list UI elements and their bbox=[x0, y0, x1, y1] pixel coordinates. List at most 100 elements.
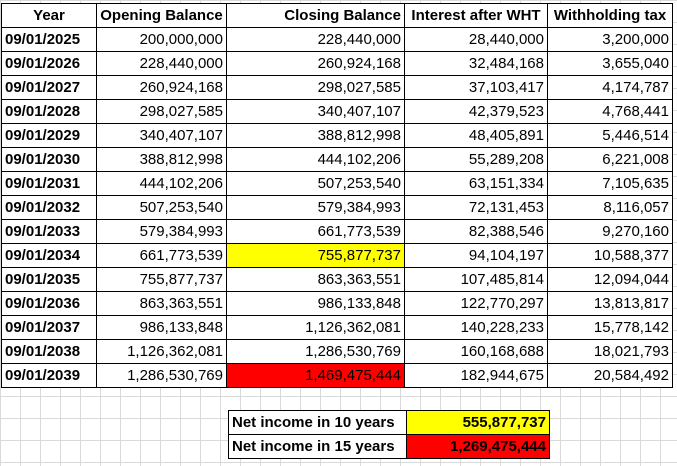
summary-label[interactable]: Net income in 15 years bbox=[228, 434, 407, 459]
cell-withholding-tax[interactable]: 20,584,492 bbox=[547, 363, 673, 388]
cell-opening-balance[interactable]: 1,126,362,081 bbox=[96, 339, 227, 364]
cell-opening-balance[interactable]: 340,407,107 bbox=[96, 123, 227, 148]
cell-year[interactable]: 09/01/2033 bbox=[1, 219, 97, 244]
cell-withholding-tax[interactable]: 15,778,142 bbox=[547, 315, 673, 340]
cell-year[interactable]: 09/01/2038 bbox=[1, 339, 97, 364]
cell-withholding-tax[interactable]: 13,813,817 bbox=[547, 291, 673, 316]
cell-withholding-tax[interactable]: 7,105,635 bbox=[547, 171, 673, 196]
header-opening-balance[interactable]: Opening Balance bbox=[96, 3, 227, 28]
table-row: 09/01/2033 579,384,993 661,773,539 82,388,5… bbox=[1, 219, 673, 244]
cell-opening-balance[interactable]: 200,000,000 bbox=[96, 27, 227, 52]
cell-closing-balance[interactable]: 228,440,000 bbox=[226, 27, 405, 52]
cell-opening-balance[interactable]: 579,384,993 bbox=[96, 219, 227, 244]
cell-closing-balance[interactable]: 1,286,530,769 bbox=[226, 339, 405, 364]
table-row: 09/01/2032 507,253,540 579,384,993 72,131,4… bbox=[1, 195, 673, 220]
cell-interest-after-wht[interactable]: 122,770,297 bbox=[404, 291, 548, 316]
cell-closing-balance[interactable]: 579,384,993 bbox=[226, 195, 405, 220]
cell-interest-after-wht[interactable]: 82,388,546 bbox=[404, 219, 548, 244]
table-row: 09/01/2038 1,126,362,081 1,286,530,769 160,… bbox=[1, 339, 673, 364]
cell-year[interactable]: 09/01/2034 bbox=[1, 243, 97, 268]
summary-row: Net income in 15 years 1,269,475,444 bbox=[228, 434, 550, 459]
cell-closing-balance[interactable]: 986,133,848 bbox=[226, 291, 405, 316]
cell-interest-after-wht[interactable]: 32,484,168 bbox=[404, 51, 548, 76]
cell-opening-balance[interactable]: 260,924,168 bbox=[96, 75, 227, 100]
cell-year[interactable]: 09/01/2035 bbox=[1, 267, 97, 292]
cell-withholding-tax[interactable]: 6,221,008 bbox=[547, 147, 673, 172]
summary-body: Net income in 10 years 555,877,737 Net inc… bbox=[228, 410, 550, 459]
header-withholding-tax[interactable]: Withholding tax bbox=[547, 3, 673, 28]
cell-year[interactable]: 09/01/2036 bbox=[1, 291, 97, 316]
cell-interest-after-wht[interactable]: 48,405,891 bbox=[404, 123, 548, 148]
cell-closing-balance[interactable]: 444,102,206 bbox=[226, 147, 405, 172]
header-closing-balance[interactable]: Closing Balance bbox=[226, 3, 405, 28]
cell-withholding-tax[interactable]: 4,768,441 bbox=[547, 99, 673, 124]
cell-interest-after-wht[interactable]: 160,168,688 bbox=[404, 339, 548, 364]
cell-interest-after-wht[interactable]: 55,289,208 bbox=[404, 147, 548, 172]
cell-interest-after-wht[interactable]: 94,104,197 bbox=[404, 243, 548, 268]
table-row: 09/01/2037 986,133,848 1,126,362,081 140,22… bbox=[1, 315, 673, 340]
cell-year[interactable]: 09/01/2030 bbox=[1, 147, 97, 172]
cell-interest-after-wht[interactable]: 182,944,675 bbox=[404, 363, 548, 388]
cell-interest-after-wht[interactable]: 140,228,233 bbox=[404, 315, 548, 340]
cell-year[interactable]: 09/01/2032 bbox=[1, 195, 97, 220]
table-row: 09/01/2035 755,877,737 863,363,551 107,485,… bbox=[1, 267, 673, 292]
cell-withholding-tax[interactable]: 3,655,040 bbox=[547, 51, 673, 76]
summary-value[interactable]: 1,269,475,444 bbox=[406, 434, 550, 459]
header-year[interactable]: Year bbox=[1, 3, 97, 28]
cell-interest-after-wht[interactable]: 37,103,417 bbox=[404, 75, 548, 100]
cell-closing-balance[interactable]: 863,363,551 bbox=[226, 267, 405, 292]
table-row: 09/01/2025 200,000,000 228,440,000 28,440,0… bbox=[1, 27, 673, 52]
cell-year[interactable]: 09/01/2028 bbox=[1, 99, 97, 124]
cell-withholding-tax[interactable]: 8,116,057 bbox=[547, 195, 673, 220]
cell-closing-balance[interactable]: 661,773,539 bbox=[226, 219, 405, 244]
table-row: 09/01/2039 1,286,530,769 1,469,475,444 182,… bbox=[1, 363, 673, 388]
cell-opening-balance[interactable]: 444,102,206 bbox=[96, 171, 227, 196]
cell-withholding-tax[interactable]: 3,200,000 bbox=[547, 27, 673, 52]
cell-closing-balance[interactable]: 340,407,107 bbox=[226, 99, 405, 124]
table-row: 09/01/2034 661,773,539 755,877,737 94,104,1… bbox=[1, 243, 673, 268]
cell-closing-balance[interactable]: 1,126,362,081 bbox=[226, 315, 405, 340]
cell-year[interactable]: 09/01/2039 bbox=[1, 363, 97, 388]
summary-table: Net income in 10 years 555,877,737 Net inc… bbox=[228, 410, 550, 459]
cell-opening-balance[interactable]: 661,773,539 bbox=[96, 243, 227, 268]
cell-opening-balance[interactable]: 298,027,585 bbox=[96, 99, 227, 124]
table-row: 09/01/2026 228,440,000 260,924,168 32,484,1… bbox=[1, 51, 673, 76]
cell-year[interactable]: 09/01/2025 bbox=[1, 27, 97, 52]
cell-closing-balance[interactable]: 1,469,475,444 bbox=[226, 363, 405, 388]
cell-interest-after-wht[interactable]: 63,151,334 bbox=[404, 171, 548, 196]
cell-withholding-tax[interactable]: 4,174,787 bbox=[547, 75, 673, 100]
cell-withholding-tax[interactable]: 10,588,377 bbox=[547, 243, 673, 268]
cell-interest-after-wht[interactable]: 107,485,814 bbox=[404, 267, 548, 292]
cell-opening-balance[interactable]: 1,286,530,769 bbox=[96, 363, 227, 388]
cell-closing-balance[interactable]: 507,253,540 bbox=[226, 171, 405, 196]
cell-withholding-tax[interactable]: 12,094,044 bbox=[547, 267, 673, 292]
cell-closing-balance[interactable]: 388,812,998 bbox=[226, 123, 405, 148]
cell-year[interactable]: 09/01/2026 bbox=[1, 51, 97, 76]
cell-interest-after-wht[interactable]: 72,131,453 bbox=[404, 195, 548, 220]
cell-opening-balance[interactable]: 863,363,551 bbox=[96, 291, 227, 316]
header-interest-after-wht[interactable]: Interest after WHT bbox=[404, 3, 548, 28]
balance-table: Year Opening Balance Closing Balance Int… bbox=[1, 3, 673, 388]
cell-year[interactable]: 09/01/2037 bbox=[1, 315, 97, 340]
cell-opening-balance[interactable]: 228,440,000 bbox=[96, 51, 227, 76]
cell-closing-balance[interactable]: 755,877,737 bbox=[226, 243, 405, 268]
summary-value[interactable]: 555,877,737 bbox=[406, 410, 550, 435]
cell-interest-after-wht[interactable]: 28,440,000 bbox=[404, 27, 548, 52]
cell-year[interactable]: 09/01/2027 bbox=[1, 75, 97, 100]
cell-year[interactable]: 09/01/2029 bbox=[1, 123, 97, 148]
cell-opening-balance[interactable]: 755,877,737 bbox=[96, 267, 227, 292]
cell-opening-balance[interactable]: 388,812,998 bbox=[96, 147, 227, 172]
cell-closing-balance[interactable]: 298,027,585 bbox=[226, 75, 405, 100]
cell-withholding-tax[interactable]: 18,021,793 bbox=[547, 339, 673, 364]
summary-label[interactable]: Net income in 10 years bbox=[228, 410, 407, 435]
cell-closing-balance[interactable]: 260,924,168 bbox=[226, 51, 405, 76]
cell-year[interactable]: 09/01/2031 bbox=[1, 171, 97, 196]
table-row: 09/01/2031 444,102,206 507,253,540 63,151,3… bbox=[1, 171, 673, 196]
cell-opening-balance[interactable]: 507,253,540 bbox=[96, 195, 227, 220]
cell-withholding-tax[interactable]: 9,270,160 bbox=[547, 219, 673, 244]
cell-interest-after-wht[interactable]: 42,379,523 bbox=[404, 99, 548, 124]
cell-withholding-tax[interactable]: 5,446,514 bbox=[547, 123, 673, 148]
table-row: 09/01/2027 260,924,168 298,027,585 37,103,4… bbox=[1, 75, 673, 100]
cell-opening-balance[interactable]: 986,133,848 bbox=[96, 315, 227, 340]
